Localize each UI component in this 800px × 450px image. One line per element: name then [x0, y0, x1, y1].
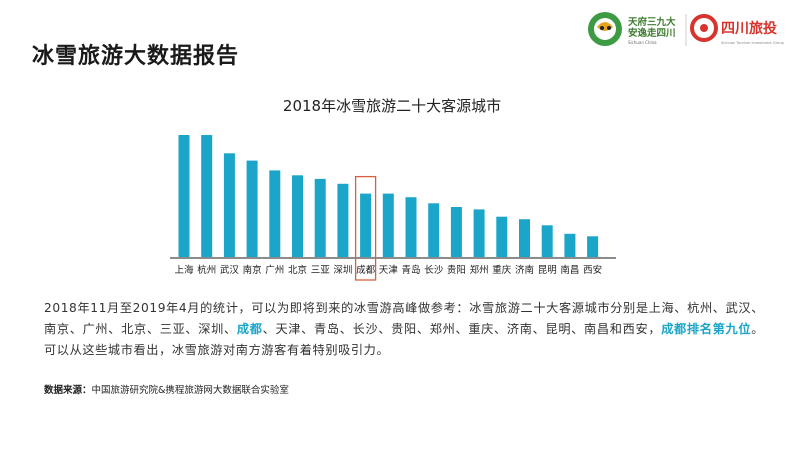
description-part3: 。可以从这些城市看出，冰雪旅游对南方游客有着特别吸引力。 — [44, 322, 765, 357]
tick-label-11: 长沙 — [424, 264, 444, 276]
bar-5 — [292, 175, 303, 257]
tick-label-7: 深圳 — [333, 265, 352, 276]
logo-left-line2: 安逸走四川 — [628, 27, 676, 39]
bar-11 — [428, 203, 440, 257]
tick-label-16: 昆明 — [538, 265, 557, 276]
source-label: 数据来源： — [44, 385, 92, 396]
tick-label-2: 武汉 — [220, 264, 240, 276]
source-text: 中国旅游研究院&携程旅游网大数据联合实验室 — [91, 385, 289, 396]
description: 2018年11月至2019年4月的统计，可以为即将到来的冰雪游高峰做参考：冰雪旅… — [44, 298, 764, 361]
sichuan-tourism-investment-logo: 四川旅投 Sichuan Tourism Investment Group — [690, 14, 785, 45]
logo-left-line1: 天府三九大 — [628, 16, 676, 28]
bar-13 — [473, 209, 485, 257]
description-highlight-rank: 成都排名第九位 — [661, 322, 752, 336]
chart-title: 2018年冰雪旅游二十大客源城市 — [283, 97, 501, 115]
tick-label-0: 上海 — [174, 264, 194, 276]
tick-label-17: 南昌 — [560, 264, 579, 276]
tick-label-8: 成都 — [356, 264, 376, 276]
highlight-box — [354, 175, 377, 281]
logos-svg: 天府三九大 安逸走四川 Sichuan China 四川旅投 Sichuan T… — [588, 12, 785, 46]
tick-label-12: 贵阳 — [447, 264, 466, 276]
tick-label-18: 西安 — [583, 264, 602, 276]
bar-4 — [269, 170, 281, 257]
bars-group — [178, 135, 599, 257]
bar-chart-svg: 2018年冰雪旅游二十大客源城市 上海 杭州 武汉 南京 广州 北京 三亚 深圳 成都 天津 青岛长… — [170, 97, 616, 281]
logo-left-small: Sichuan China — [628, 40, 657, 45]
bar-3 — [246, 160, 258, 257]
tick-label-14: 重庆 — [492, 264, 512, 276]
bar-9 — [382, 193, 394, 257]
tick-label-3: 南京 — [243, 264, 262, 276]
bar-8 — [360, 193, 372, 257]
bar-12 — [450, 207, 462, 257]
tick-label-1: 杭州 — [197, 264, 216, 276]
tick-label-5: 北京 — [288, 264, 307, 276]
bar-17 — [564, 233, 576, 257]
chart: 2018年冰雪旅游二十大客源城市 上海 杭州 武汉 南京 广州 北京 三亚 深圳 成都 天津 青岛长… — [170, 97, 616, 281]
bar-6 — [314, 178, 326, 257]
logo-right-text: 四川旅投 — [721, 20, 777, 37]
tick-label-9: 天津 — [379, 265, 399, 276]
tick-label-4: 广州 — [265, 264, 284, 276]
bar-7 — [337, 183, 349, 257]
tick-label-15: 济南 — [515, 264, 534, 276]
bar-1 — [201, 135, 213, 257]
sichuan-tourism-logo: 天府三九大 安逸走四川 Sichuan China — [588, 12, 676, 46]
description-part1: 2018年11月至2019年4月的统计，可以为即将到来的冰雪游高峰做参考：冰雪旅… — [44, 301, 764, 336]
bar-10 — [405, 197, 417, 257]
tick-label-10: 青岛 — [401, 264, 420, 276]
bar-18 — [587, 236, 599, 257]
tick-label-13: 郑州 — [470, 264, 489, 276]
logo-right-small: Sichuan Tourism Investment Group — [721, 41, 785, 45]
description-part2: 、天津、青岛、长沙、贵阳、郑州、重庆、济南、昆明、南昌和西安， — [262, 322, 662, 336]
tick-label-6: 三亚 — [311, 265, 331, 276]
bar-15 — [519, 219, 530, 257]
bar-2 — [223, 153, 235, 257]
bar-14 — [496, 216, 508, 257]
bar-16 — [541, 225, 553, 257]
logo-group: 天府三九大 安逸走四川 Sichuan China 四川旅投 Sichuan T… — [584, 6, 790, 52]
page-title: 冰雪旅游大数据报告 — [32, 44, 240, 69]
description-highlight-chengdu: 成都 — [236, 322, 263, 336]
bar-0 — [178, 135, 190, 257]
tick-labels-group: 上海 杭州 武汉 南京 广州 北京 三亚 深圳 成都 天津 青岛 长沙 贵阳 郑州 重庆 济南 昆明 南昌 西安 — [174, 264, 602, 276]
data-source: 数据来源：中国旅游研究院&携程旅游网大数据联合实验室 — [44, 382, 289, 396]
